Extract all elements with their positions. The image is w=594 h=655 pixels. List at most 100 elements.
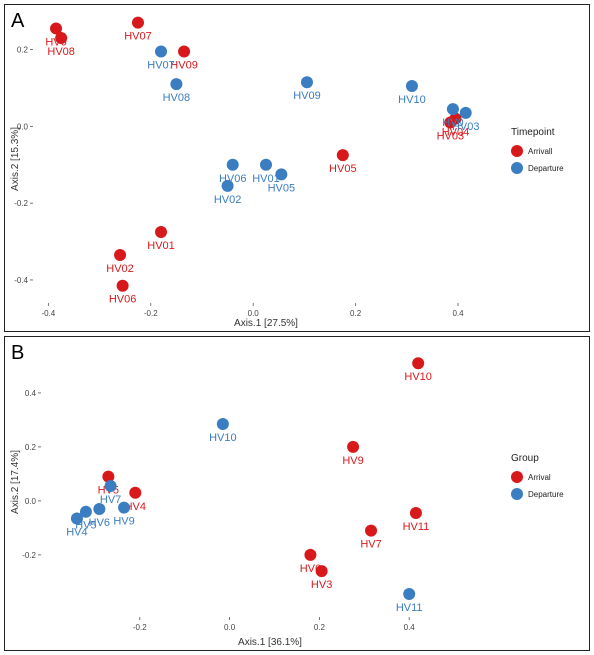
pcoa-chart-b: B -0.2 0.0 0.2 0.4 -0.2 0.0 0.2 0.4 Axis.1 [36.1%…: [10, 342, 564, 648]
panel-letter: A: [11, 10, 25, 32]
legend-entry: Departure: [528, 490, 564, 499]
x-tick-label: 0.0: [224, 623, 236, 632]
point-label: HV10: [398, 94, 426, 106]
departure-point: [170, 78, 183, 91]
panel-b: B -0.2 0.0 0.2 0.4 -0.2 0.0 0.2 0.4 Axis.1 [36.1%…: [4, 336, 590, 651]
legend-key-arrival: [511, 471, 523, 483]
point-label: HV03: [437, 131, 465, 143]
legend-key-departure: [511, 488, 523, 500]
legend-entry: Arrivall: [528, 147, 553, 156]
point-label: HV4: [125, 501, 146, 513]
arrival-point: [365, 524, 378, 537]
departure-point: [446, 103, 459, 116]
departure-point: [260, 158, 272, 171]
departure-point: [104, 480, 117, 493]
departure-point: [300, 76, 313, 89]
arrival-point: [114, 249, 127, 261]
point-label: HV9: [113, 516, 134, 528]
point-label: HV9: [342, 455, 363, 467]
legend-key-departure: [511, 162, 523, 174]
point-label: HV08: [163, 92, 191, 104]
point-label: HV05: [268, 182, 296, 194]
pcoa-chart-a: A -0.4 -0.2 0.0 0.2 0.4 -0.4 -0.2 0.0 0.2 Axis.1 […: [10, 10, 564, 329]
point-label: HV02: [106, 263, 134, 275]
series-arrival: HV10HV9HV11HV7HV6HV3HV5HV4: [98, 357, 432, 591]
arrival-point: [304, 548, 317, 561]
departure-point: [93, 503, 106, 515]
departure-point: [275, 168, 288, 181]
x-tick-label: -0.2: [144, 309, 158, 318]
legend-entry: Departure: [528, 164, 564, 173]
arrival-point: [315, 565, 328, 578]
departure-point: [79, 505, 92, 518]
x-axis-label: Axis.1 [36.1%]: [238, 637, 302, 648]
arrival-point: [409, 507, 422, 520]
y-tick-label: 0.4: [25, 389, 37, 398]
arrival-point: [347, 440, 360, 453]
departure-point: [459, 106, 472, 119]
point-label: HV4: [66, 526, 87, 538]
arrival-point: [178, 45, 191, 58]
y-tick-label: -0.4: [14, 276, 28, 285]
point-label: HV03: [452, 121, 480, 133]
point-label: HV09: [293, 90, 321, 102]
x-tick-label: 0.4: [404, 623, 416, 632]
y-tick-label: 0.0: [17, 122, 29, 131]
y-tick-label: -0.2: [14, 199, 28, 208]
legend: Group Arrival Departure: [511, 453, 564, 500]
point-label: HV01: [147, 240, 175, 252]
point-label: HV11: [396, 602, 423, 614]
point-label: HV3: [311, 579, 332, 591]
y-tick-label: 0.2: [25, 443, 37, 452]
departure-point: [118, 501, 131, 514]
point-label: HV01: [252, 173, 280, 185]
y-tick-label: 0.0: [25, 497, 37, 506]
x-tick-label: -0.2: [133, 623, 147, 632]
y-tick-label: -0.2: [22, 551, 36, 560]
arrival-point: [412, 357, 425, 370]
panel-a: A -0.4 -0.2 0.0 0.2 0.4 -0.4 -0.2 0.0 0.2 Axis.1 […: [4, 4, 590, 332]
y-tick-label: 0.2: [17, 46, 29, 55]
departure-point: [155, 45, 168, 58]
arrival-point: [102, 470, 115, 483]
point-label: HV10: [404, 371, 432, 383]
departure-point: [216, 417, 229, 430]
point-label: HV7: [100, 494, 121, 506]
departure-point: [221, 179, 234, 192]
point-label: HV08: [47, 46, 75, 58]
departure-point: [403, 588, 416, 601]
arrival-point: [50, 22, 63, 35]
x-tick-label: 0.0: [248, 309, 260, 318]
point-label: HV10: [209, 432, 237, 444]
panel-letter: B: [11, 342, 24, 364]
point-label: HV07: [124, 31, 152, 43]
point-label: HV06: [109, 294, 137, 306]
arrival-point: [449, 112, 462, 125]
arrival-point: [129, 486, 142, 499]
point-label: HV05: [329, 163, 357, 175]
x-tick-label: 0.4: [452, 309, 464, 318]
y-axis-label: Axis.2 [17.4%]: [10, 450, 21, 514]
point-label: HV11: [403, 521, 430, 533]
point-label: HV04: [442, 127, 470, 139]
legend-entry: Arrival: [528, 473, 551, 482]
point-label: HV09: [170, 59, 198, 71]
x-tick-label: -0.4: [41, 309, 55, 318]
x-tick-label: 0.2: [314, 623, 326, 632]
y-axis-label: Axis.2 [15.3%]: [10, 127, 21, 191]
legend-title: Group: [511, 453, 539, 464]
arrival-point: [55, 32, 68, 45]
arrival-point: [336, 149, 349, 162]
point-label: HV07: [147, 59, 175, 71]
point-label: HV7: [360, 539, 381, 551]
departure-point: [405, 80, 418, 93]
point-label: HV0: [442, 117, 463, 129]
legend: Timepoint Arrivall Departure: [511, 127, 564, 174]
point-label: HV6: [89, 517, 110, 529]
x-axis-label: Axis.1 [27.5%]: [234, 318, 298, 329]
x-tick-label: 0.2: [350, 309, 362, 318]
legend-title: Timepoint: [511, 127, 555, 138]
